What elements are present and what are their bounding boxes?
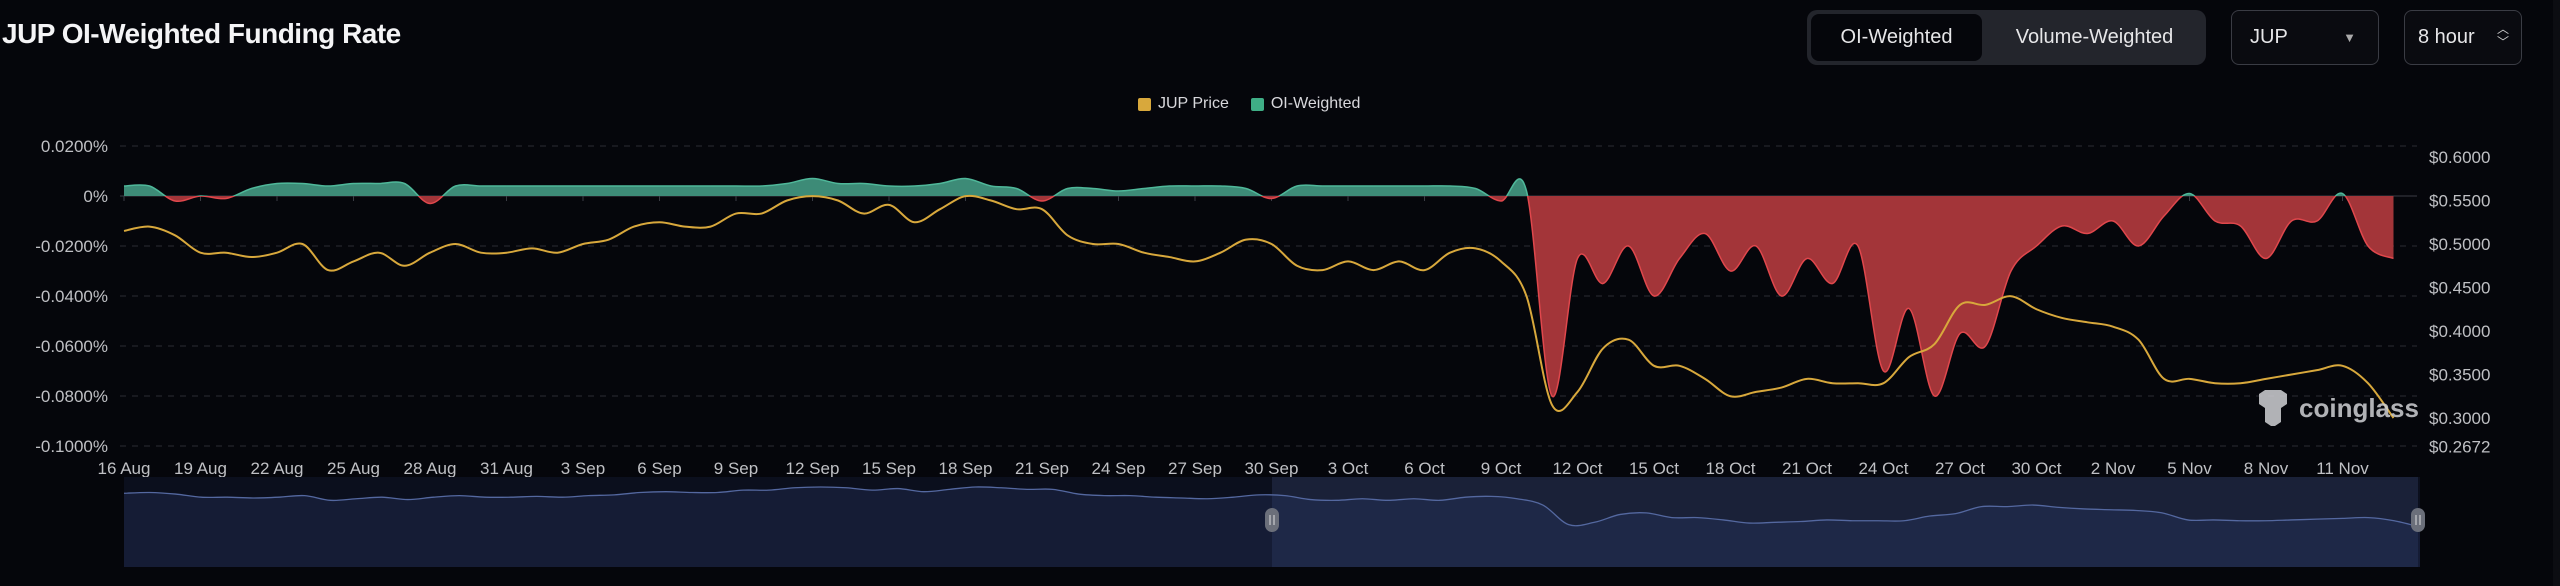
interval-select[interactable]: 8 hour ︿ ﹀ bbox=[2404, 10, 2522, 65]
symbol-select[interactable]: JUP ▼ bbox=[2231, 10, 2379, 65]
watermark-text: coinglass bbox=[2299, 392, 2419, 423]
y-left-tick-label: 0% bbox=[83, 187, 108, 206]
y-right-tick-label: $0.6000 bbox=[2429, 148, 2490, 167]
coinglass-watermark: coinglass bbox=[2255, 388, 2419, 428]
x-tick-label: 6 Oct bbox=[1404, 459, 1445, 478]
page-title: JUP OI-Weighted Funding Rate bbox=[2, 18, 401, 49]
x-tick-label: 27 Oct bbox=[1935, 459, 1985, 478]
x-tick-label: 31 Aug bbox=[480, 459, 533, 478]
price-line bbox=[123, 194, 2395, 419]
chart-legend: JUP Price OI-Weighted bbox=[1138, 95, 1360, 113]
y-left-tick-label: -0.0200% bbox=[35, 237, 108, 256]
x-tick-label: 25 Aug bbox=[327, 459, 380, 478]
navigator-selected-range bbox=[1272, 477, 2418, 567]
updown-chevron-icon: ︿ ﹀ bbox=[2496, 22, 2509, 49]
legend-label-oi-weighted: OI-Weighted bbox=[1270, 95, 1361, 112]
y-right-tick-label: $0.2672 bbox=[2429, 438, 2490, 457]
y-right-tick-label: $0.3000 bbox=[2429, 409, 2490, 428]
x-tick-label: 8 Nov bbox=[2244, 459, 2289, 478]
funding-positive-area bbox=[124, 178, 2394, 196]
tab-volume-weighted[interactable]: Volume-Weighted bbox=[2015, 26, 2174, 48]
tab-oi-weighted[interactable]: OI-Weighted bbox=[1811, 14, 1982, 61]
x-tick-label: 24 Sep bbox=[1092, 459, 1146, 478]
x-tick-label: 18 Sep bbox=[939, 459, 993, 478]
y-right-tick-label: $0.4000 bbox=[2429, 322, 2490, 341]
x-tick-label: 21 Oct bbox=[1782, 459, 1832, 478]
y-right-tick-label: $0.3500 bbox=[2429, 366, 2490, 385]
page-scrollbar[interactable] bbox=[2553, 0, 2560, 586]
x-tick-label: 28 Aug bbox=[404, 459, 457, 478]
y-left-tick-label: -0.0800% bbox=[35, 387, 108, 406]
interval-select-value: 8 hour bbox=[2418, 26, 2475, 48]
x-tick-label: 30 Oct bbox=[2011, 459, 2061, 478]
x-tick-label: 30 Sep bbox=[1245, 459, 1299, 478]
x-tick-label: 12 Oct bbox=[1552, 459, 1602, 478]
y-left-tick-label: -0.0400% bbox=[35, 287, 108, 306]
navigator-handle-right[interactable] bbox=[2411, 508, 2425, 532]
y-left-tick-label: -0.1000% bbox=[35, 437, 108, 456]
y-left-tick-label: 0.0200% bbox=[41, 137, 108, 156]
x-tick-label: 3 Oct bbox=[1328, 459, 1369, 478]
x-tick-label: 11 Nov bbox=[2316, 459, 2369, 478]
x-tick-label: 19 Aug bbox=[174, 459, 227, 478]
x-tick-label: 5 Nov bbox=[2167, 459, 2212, 478]
x-tick-label: 2 Nov bbox=[2091, 459, 2136, 478]
legend-swatch-oi-weighted bbox=[1250, 97, 1264, 111]
y-left-tick-label: -0.0600% bbox=[35, 337, 108, 356]
coinglass-logo-icon bbox=[2259, 390, 2287, 426]
navigator-line bbox=[123, 486, 2421, 528]
y-right-tick-label: $0.5500 bbox=[2429, 192, 2490, 211]
caret-down-icon: ▼ bbox=[2343, 30, 2356, 45]
x-tick-label: 9 Sep bbox=[714, 459, 758, 478]
legend-swatch-price bbox=[1138, 97, 1151, 111]
x-tick-label: 27 Sep bbox=[1168, 459, 1222, 478]
legend-label-price: JUP Price bbox=[1158, 95, 1229, 112]
x-tick-label: 9 Oct bbox=[1481, 459, 1522, 478]
funding-negative-line bbox=[163, 196, 2394, 397]
x-tick-label: 15 Sep bbox=[862, 459, 916, 478]
y-right-tick-label: $0.4500 bbox=[2429, 279, 2490, 298]
x-tick-label: 22 Aug bbox=[251, 459, 304, 478]
navigator-handle-left[interactable] bbox=[1265, 508, 1279, 532]
symbol-select-value: JUP bbox=[2250, 26, 2288, 48]
x-tick-label: 24 Oct bbox=[1858, 459, 1908, 478]
legend-item-oi-weighted[interactable]: OI-Weighted bbox=[1250, 95, 1361, 113]
x-tick-label: 3 Sep bbox=[561, 459, 605, 478]
x-tick-label: 15 Oct bbox=[1629, 459, 1679, 478]
x-tick-label: 21 Sep bbox=[1015, 459, 1069, 478]
x-tick-label: 6 Sep bbox=[637, 459, 681, 478]
x-tick-label: 18 Oct bbox=[1705, 459, 1755, 478]
legend-item-price[interactable]: JUP Price bbox=[1138, 95, 1229, 113]
y-right-tick-label: $0.5000 bbox=[2429, 235, 2490, 254]
weighting-toggle: OI-Weighted Volume-Weighted bbox=[1807, 10, 2206, 65]
x-tick-label: 16 Aug bbox=[98, 459, 151, 478]
funding-negative-area bbox=[124, 196, 2394, 397]
x-tick-label: 12 Sep bbox=[786, 459, 840, 478]
